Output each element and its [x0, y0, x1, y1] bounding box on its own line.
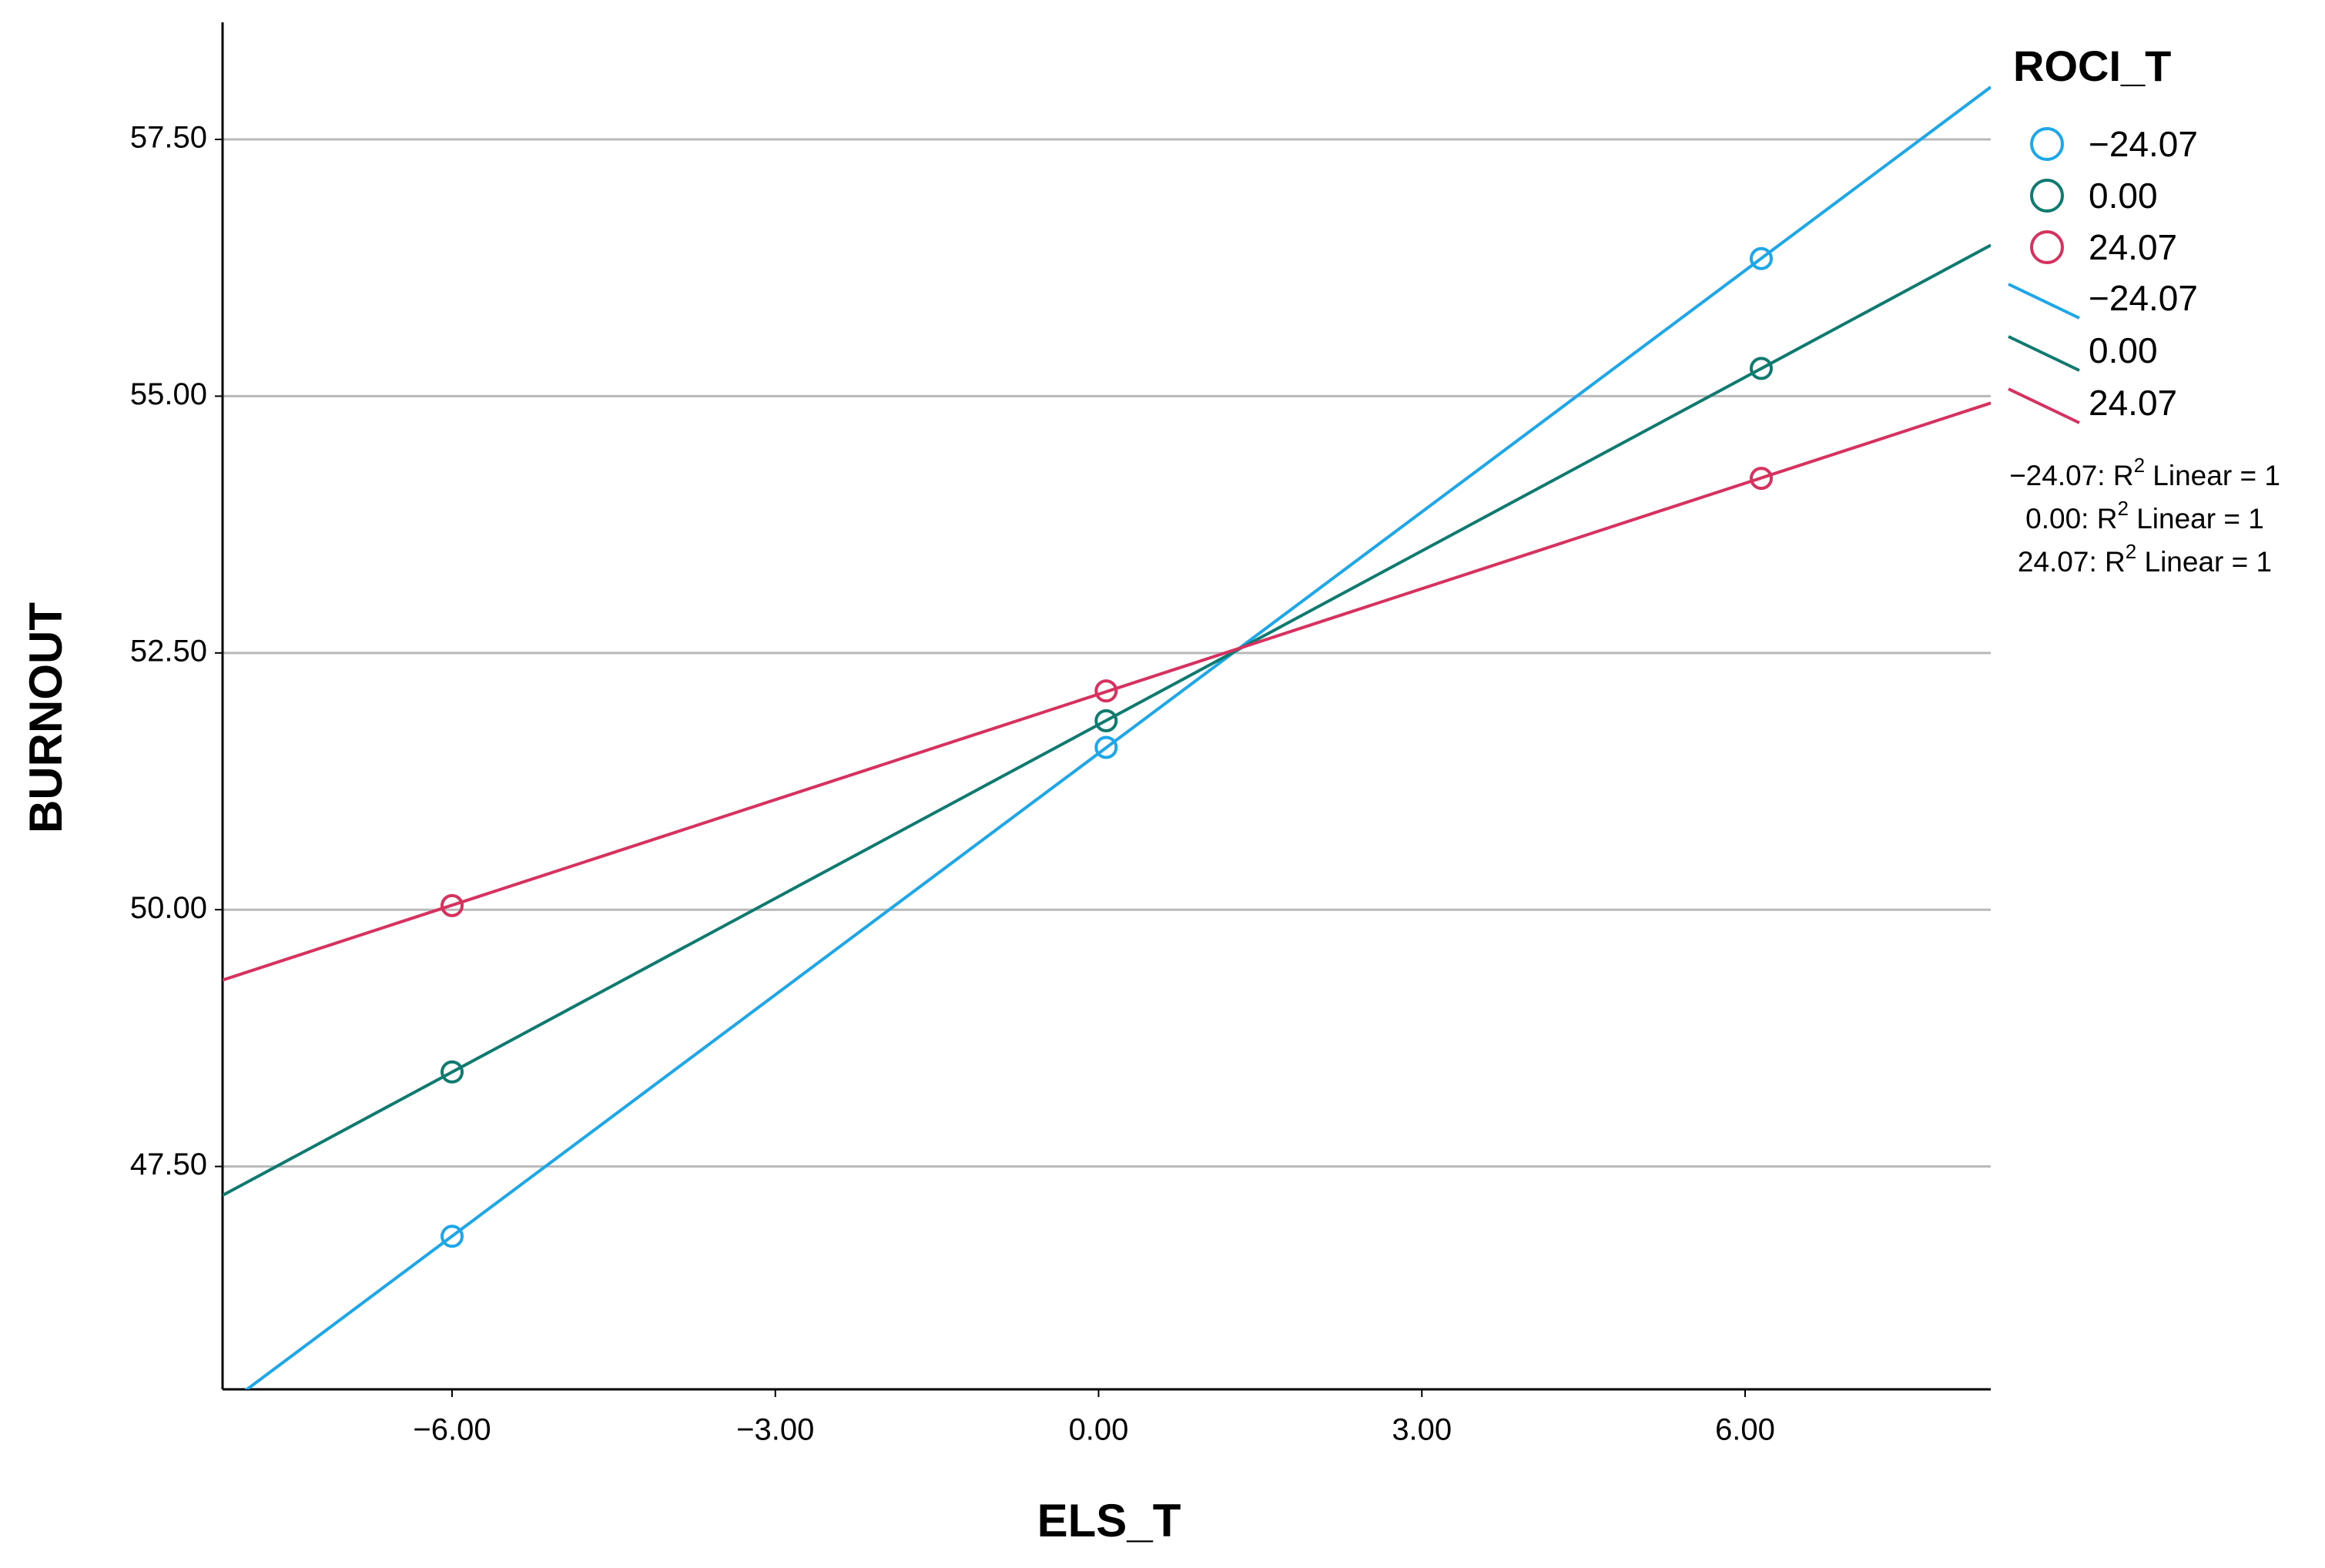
legend-label: −24.07 [2089, 278, 2198, 318]
fit-label-tail: Linear = 1 [2136, 546, 2272, 578]
fit-label-text: −24.07: R [2009, 460, 2133, 491]
x-tick-label: −6.00 [413, 1413, 491, 1447]
legend-label: 24.07 [2089, 383, 2177, 423]
legend-line [2008, 335, 2080, 372]
point [1094, 679, 1118, 703]
fit-label-text: 24.07: R [2018, 546, 2126, 578]
point [1749, 357, 1773, 380]
fit-line [223, 243, 1991, 1197]
x-tick-label: 0.00 [1069, 1413, 1129, 1447]
legend-title: ROCI_T [2013, 42, 2171, 90]
legend-label: −24.07 [2089, 124, 2198, 164]
point [441, 893, 464, 917]
y-tick-label: 47.50 [130, 1148, 207, 1181]
fit-line [244, 85, 1991, 1389]
fit-label-sup: 2 [2126, 540, 2136, 563]
x-tick-label: −3.00 [736, 1413, 814, 1447]
legend-marker [2030, 230, 2064, 264]
legend-line [2008, 283, 2080, 320]
point [1094, 709, 1118, 732]
y-tick-label: 57.50 [130, 121, 207, 155]
plot-area [223, 85, 1991, 1389]
point [441, 1225, 464, 1248]
fit-label: −24.07: R2 Linear = 1 [2009, 454, 2280, 491]
y-tick-label: 52.50 [130, 634, 207, 668]
legend-label: 24.07 [2089, 227, 2177, 267]
fit-label-sup: 2 [2134, 454, 2145, 477]
legend-marker [2030, 127, 2064, 161]
y-tick-label: 55.00 [130, 377, 207, 411]
point [1094, 735, 1118, 759]
x-axis-title: ELS_T [1037, 1495, 1181, 1546]
y-tick-label: 50.00 [130, 891, 207, 925]
legend-marker [2030, 179, 2064, 213]
fit-label: 24.07: R2 Linear = 1 [2018, 540, 2272, 578]
fit-line [223, 401, 1991, 982]
fit-label: 0.00: R2 Linear = 1 [2025, 497, 2264, 534]
fit-label-sup: 2 [2117, 497, 2128, 520]
y-axis-title: BURNOUT [20, 602, 72, 833]
fit-label-tail: Linear = 1 [2145, 460, 2280, 491]
legend-line [2008, 387, 2080, 424]
x-tick-label: 3.00 [1392, 1413, 1452, 1447]
point [441, 1060, 464, 1084]
x-tick-label: 6.00 [1715, 1413, 1775, 1447]
legend-label: 0.00 [2089, 330, 2158, 370]
point [1749, 246, 1773, 270]
point [1749, 467, 1773, 491]
legend-label: 0.00 [2089, 176, 2158, 216]
fit-label-tail: Linear = 1 [2129, 503, 2264, 534]
fit-label-text: 0.00: R [2025, 503, 2117, 534]
